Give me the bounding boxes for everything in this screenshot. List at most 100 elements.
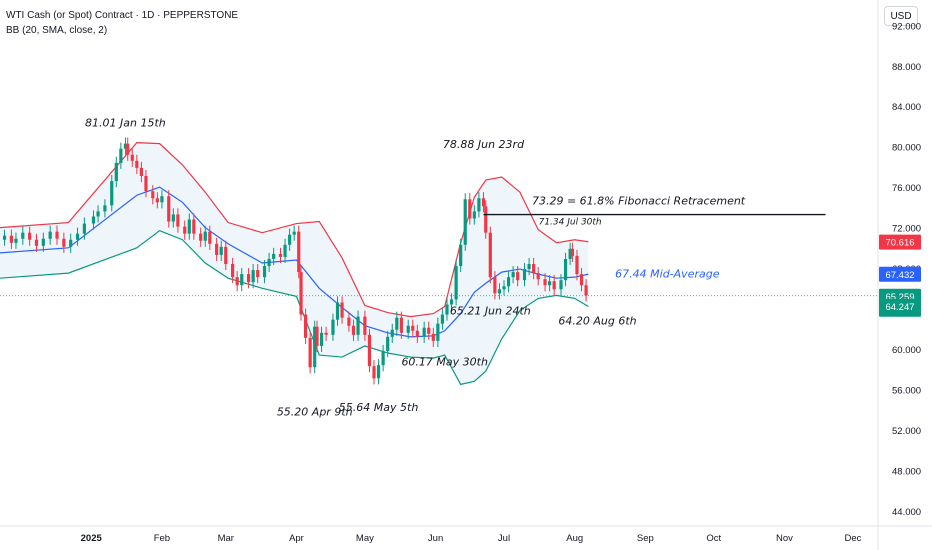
candle-body — [319, 332, 324, 346]
candle-body — [477, 198, 481, 212]
y-tick-label: 76.000 — [892, 183, 921, 194]
candle-body — [575, 255, 579, 275]
indicator-legend: BB (20, SMA, close, 2) — [6, 25, 108, 36]
candle-body — [41, 238, 45, 246]
candle-body — [110, 181, 114, 206]
candle-body — [532, 264, 536, 274]
x-tick-label: Nov — [776, 533, 793, 544]
candle-body — [543, 279, 547, 286]
candle-body — [363, 316, 367, 335]
candle-body — [215, 243, 219, 255]
x-tick-label: Aug — [566, 533, 583, 544]
x-tick-label: May — [356, 533, 374, 544]
price-label-text: 67.432 — [885, 270, 914, 281]
candle-body — [395, 317, 399, 330]
y-tick-label: 88.000 — [892, 62, 921, 73]
candle-body — [386, 336, 390, 352]
y-tick-label: 48.000 — [892, 466, 921, 477]
x-tick-label: Jul — [498, 533, 510, 544]
candle-body — [552, 281, 556, 290]
annotation-label: 65.21 Jun 24th — [450, 304, 531, 317]
candle-body — [415, 330, 419, 337]
candle-body — [340, 302, 344, 318]
x-tick-label: Dec — [844, 533, 861, 544]
annotation-label: 71.34 Jul 30th — [539, 217, 602, 227]
candle-body — [579, 274, 584, 286]
candle-body — [28, 232, 32, 240]
candle-body — [484, 206, 488, 233]
candle-body — [283, 244, 287, 257]
candle-body — [91, 216, 96, 224]
candle-body — [315, 326, 319, 346]
annotation-label: 78.88 Jun 23rd — [443, 138, 525, 151]
candle-body — [160, 196, 164, 203]
x-tick-label: 2025 — [81, 533, 103, 544]
candle-body — [516, 272, 520, 281]
candle-body — [82, 223, 86, 234]
candle-body — [372, 366, 376, 379]
annotation-label: 73.29 = 61.8% Fibonacci Retracement — [532, 195, 746, 208]
y-tick-label: 80.000 — [892, 143, 921, 154]
candle-body — [399, 317, 403, 333]
candle-body — [297, 231, 301, 273]
candle-body — [497, 289, 502, 294]
candle-body — [267, 258, 271, 267]
candle-body — [187, 219, 191, 234]
candle-body — [75, 233, 80, 240]
annotation-label: 60.17 May 30th — [401, 355, 488, 368]
candle-body — [436, 323, 440, 341]
candle-body — [114, 162, 118, 182]
currency-button[interactable]: USD — [884, 6, 918, 26]
y-tick-label: 60.000 — [892, 345, 921, 356]
candle-body — [130, 154, 134, 161]
candle-body — [568, 248, 572, 259]
candle-body — [536, 273, 540, 280]
candle-body — [96, 211, 100, 217]
annotation-label: 55.64 May 5th — [339, 401, 419, 414]
price-label-badge — [879, 266, 921, 282]
y-tick-label: 92.000 — [892, 21, 921, 32]
candle-body — [183, 226, 187, 234]
x-tick-label: Mar — [218, 533, 234, 544]
candle-body — [335, 302, 340, 320]
candle-body — [126, 143, 130, 155]
candle-body — [422, 327, 426, 337]
candle-body — [171, 214, 175, 222]
candle-body — [21, 232, 25, 239]
candle-body — [278, 253, 283, 257]
candle-body — [288, 234, 292, 245]
y-tick-label: 72.000 — [892, 224, 921, 235]
x-tick-label: Feb — [154, 533, 170, 544]
annotation-label: 81.01 Jan 15th — [85, 116, 166, 129]
x-tick-label: Oct — [706, 533, 721, 544]
candle-body — [224, 246, 228, 265]
x-tick-label: Sep — [637, 533, 654, 544]
candle-body — [527, 264, 531, 270]
y-tick-label: 84.000 — [892, 102, 921, 113]
candle-body — [48, 231, 52, 239]
candle-body — [176, 214, 180, 227]
candle-body — [493, 277, 497, 294]
candle-body — [256, 270, 260, 278]
candle-body — [192, 219, 196, 234]
candle-body — [2, 235, 7, 240]
candle-body — [231, 264, 235, 278]
candle-body — [292, 231, 296, 235]
candle-body — [167, 196, 171, 222]
x-tick-label: Apr — [289, 533, 304, 544]
candle-body — [208, 231, 212, 244]
candle-body — [151, 191, 155, 199]
candle-body — [219, 246, 223, 255]
candle-body — [381, 351, 385, 366]
candle-body — [62, 238, 66, 247]
candle-body — [135, 160, 139, 168]
annotation-label: 67.44 Mid-Average — [615, 268, 720, 281]
candle-body — [155, 198, 159, 203]
chart-title: WTI Cash (or Spot) Contract · 1D · PEPPE… — [6, 10, 239, 21]
candle-body — [468, 199, 472, 219]
candle-body — [584, 285, 588, 296]
candle-body — [454, 266, 458, 300]
price-label-text: 65.259 — [885, 292, 914, 303]
candle-body — [449, 299, 454, 305]
